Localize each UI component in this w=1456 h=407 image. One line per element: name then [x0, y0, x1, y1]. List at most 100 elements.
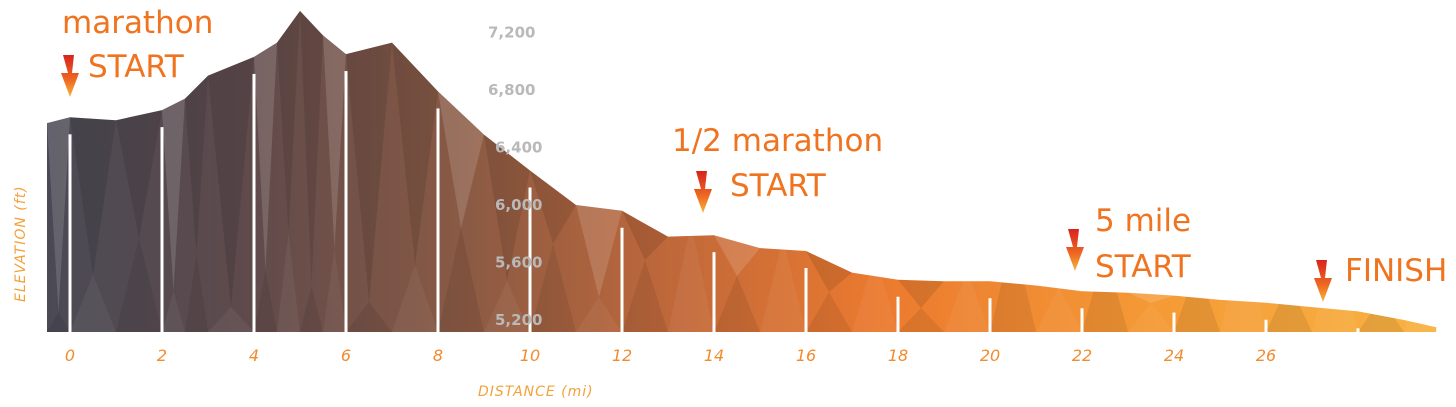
terrain-facet — [484, 134, 530, 281]
terrain-facet — [47, 312, 70, 332]
terrain-facet — [208, 307, 254, 332]
terrain-facet — [116, 110, 162, 238]
terrain-facet — [1220, 229, 1266, 332]
distance-marker-bar — [344, 71, 348, 332]
annotation-label: START — [88, 49, 185, 85]
down-arrow-icon — [694, 171, 712, 213]
distance-marker-bar — [1264, 319, 1268, 332]
terrain-facet — [162, 291, 185, 332]
terrain-facet — [323, 249, 346, 332]
annotation-label: START — [1095, 249, 1192, 285]
annotation-label: marathon — [62, 5, 213, 41]
terrain-facet — [277, 233, 300, 332]
race-annotations: marathon START 1/2 marathon START 5 mile STAR… — [61, 5, 1447, 302]
y-tick-label: 6,800 — [488, 81, 535, 99]
terrain-facet — [185, 254, 208, 332]
y-tick-label: 7,200 — [488, 24, 535, 42]
terrain-facet — [622, 260, 668, 332]
terrain-facet — [530, 244, 576, 332]
terrain-facet — [300, 286, 323, 332]
x-tick-label: 18 — [888, 346, 908, 365]
terrain-facet — [392, 42, 438, 265]
x-axis-label: DISTANCE (mi) — [478, 384, 594, 400]
terrain-facet — [1266, 282, 1312, 332]
terrain-facet — [1036, 287, 1082, 332]
terrain-facet — [944, 271, 990, 332]
terrain-facet — [162, 98, 185, 291]
annotation-label: 5 mile — [1095, 203, 1191, 239]
terrain-facet — [898, 308, 944, 332]
annotation-label: FINISH — [1345, 253, 1447, 289]
x-tick-label: 6 — [341, 346, 351, 365]
x-tick-label: 12 — [612, 346, 632, 365]
terrain-facet — [1220, 229, 1266, 303]
elevation-area — [47, 10, 1437, 333]
distance-marker-bar — [160, 127, 164, 332]
terrain-facet — [530, 170, 576, 244]
terrain-facet — [1266, 282, 1312, 308]
terrain-facet — [300, 10, 323, 286]
terrain-facet — [714, 276, 760, 332]
terrain-facet — [438, 91, 484, 228]
y-tick-label: 6,000 — [495, 196, 542, 214]
y-tick-label: 5,200 — [495, 311, 542, 329]
terrain-facet — [346, 42, 392, 302]
terrain-facets — [47, 10, 1437, 332]
terrain-facet — [1128, 303, 1174, 332]
distance-marker-bar — [436, 108, 440, 332]
terrain-facet — [254, 270, 277, 332]
race-annotation: marathon START — [61, 5, 213, 97]
x-axis-ticks: 0 2 4 6 8 10 12 14 16 18 20 22 24 26 — [65, 346, 1276, 365]
x-tick-label: 2 — [157, 346, 167, 365]
terrain-facet — [70, 117, 116, 275]
down-arrow-icon — [1066, 229, 1084, 271]
x-tick-label: 24 — [1164, 346, 1184, 365]
x-tick-label: 14 — [704, 346, 724, 365]
terrain-facet — [944, 271, 990, 282]
terrain-facet — [47, 117, 70, 312]
distance-marker-bar — [1172, 312, 1176, 332]
terrain-facet — [484, 281, 530, 332]
distance-marker-bar — [896, 296, 900, 332]
down-arrow-icon — [1314, 260, 1332, 302]
distance-marker-bar — [252, 73, 256, 332]
distance-marker-bar — [620, 227, 624, 332]
y-tick-label: 5,600 — [495, 254, 542, 272]
terrain-facet — [622, 210, 668, 260]
x-tick-label: 22 — [1072, 346, 1092, 365]
distance-marker-bar — [68, 134, 72, 332]
x-tick-label: 16 — [796, 346, 816, 365]
terrain-facet — [576, 297, 622, 332]
distance-marker-bar — [804, 268, 808, 332]
y-axis-label: ELEVATION (ft) — [13, 185, 29, 302]
terrain-facet — [70, 275, 116, 332]
annotation-label: START — [730, 168, 827, 204]
terrain-facet — [277, 10, 300, 233]
distance-marker-bar — [528, 187, 532, 332]
terrain-facet — [714, 235, 760, 276]
x-tick-label: 20 — [980, 346, 1000, 365]
terrain-facet — [346, 302, 392, 332]
y-axis-ticks: 5,200 5,600 6,000 6,400 6,800 7,200 — [488, 24, 542, 330]
terrain-facet — [576, 205, 622, 297]
terrain-facet — [438, 228, 484, 332]
terrain-facet — [990, 234, 1036, 286]
terrain-facet — [806, 251, 852, 292]
x-tick-label: 10 — [520, 346, 540, 365]
distance-marker-bar — [1080, 308, 1084, 332]
terrain-facet — [760, 239, 806, 332]
terrain-facet — [1128, 292, 1174, 303]
terrain-facet — [1174, 266, 1220, 332]
terrain-facet — [898, 279, 944, 308]
terrain-facet — [323, 35, 346, 249]
down-arrow-icon — [61, 55, 79, 97]
race-annotation: FINISH — [1314, 253, 1447, 302]
x-tick-label: 26 — [1256, 346, 1276, 365]
race-annotation: 5 mile START — [1066, 203, 1192, 285]
terrain-facet — [668, 223, 714, 332]
terrain-facet — [208, 56, 254, 307]
terrain-facet — [254, 42, 277, 270]
distance-marker-bar — [712, 252, 716, 332]
x-tick-label: 0 — [65, 346, 75, 365]
